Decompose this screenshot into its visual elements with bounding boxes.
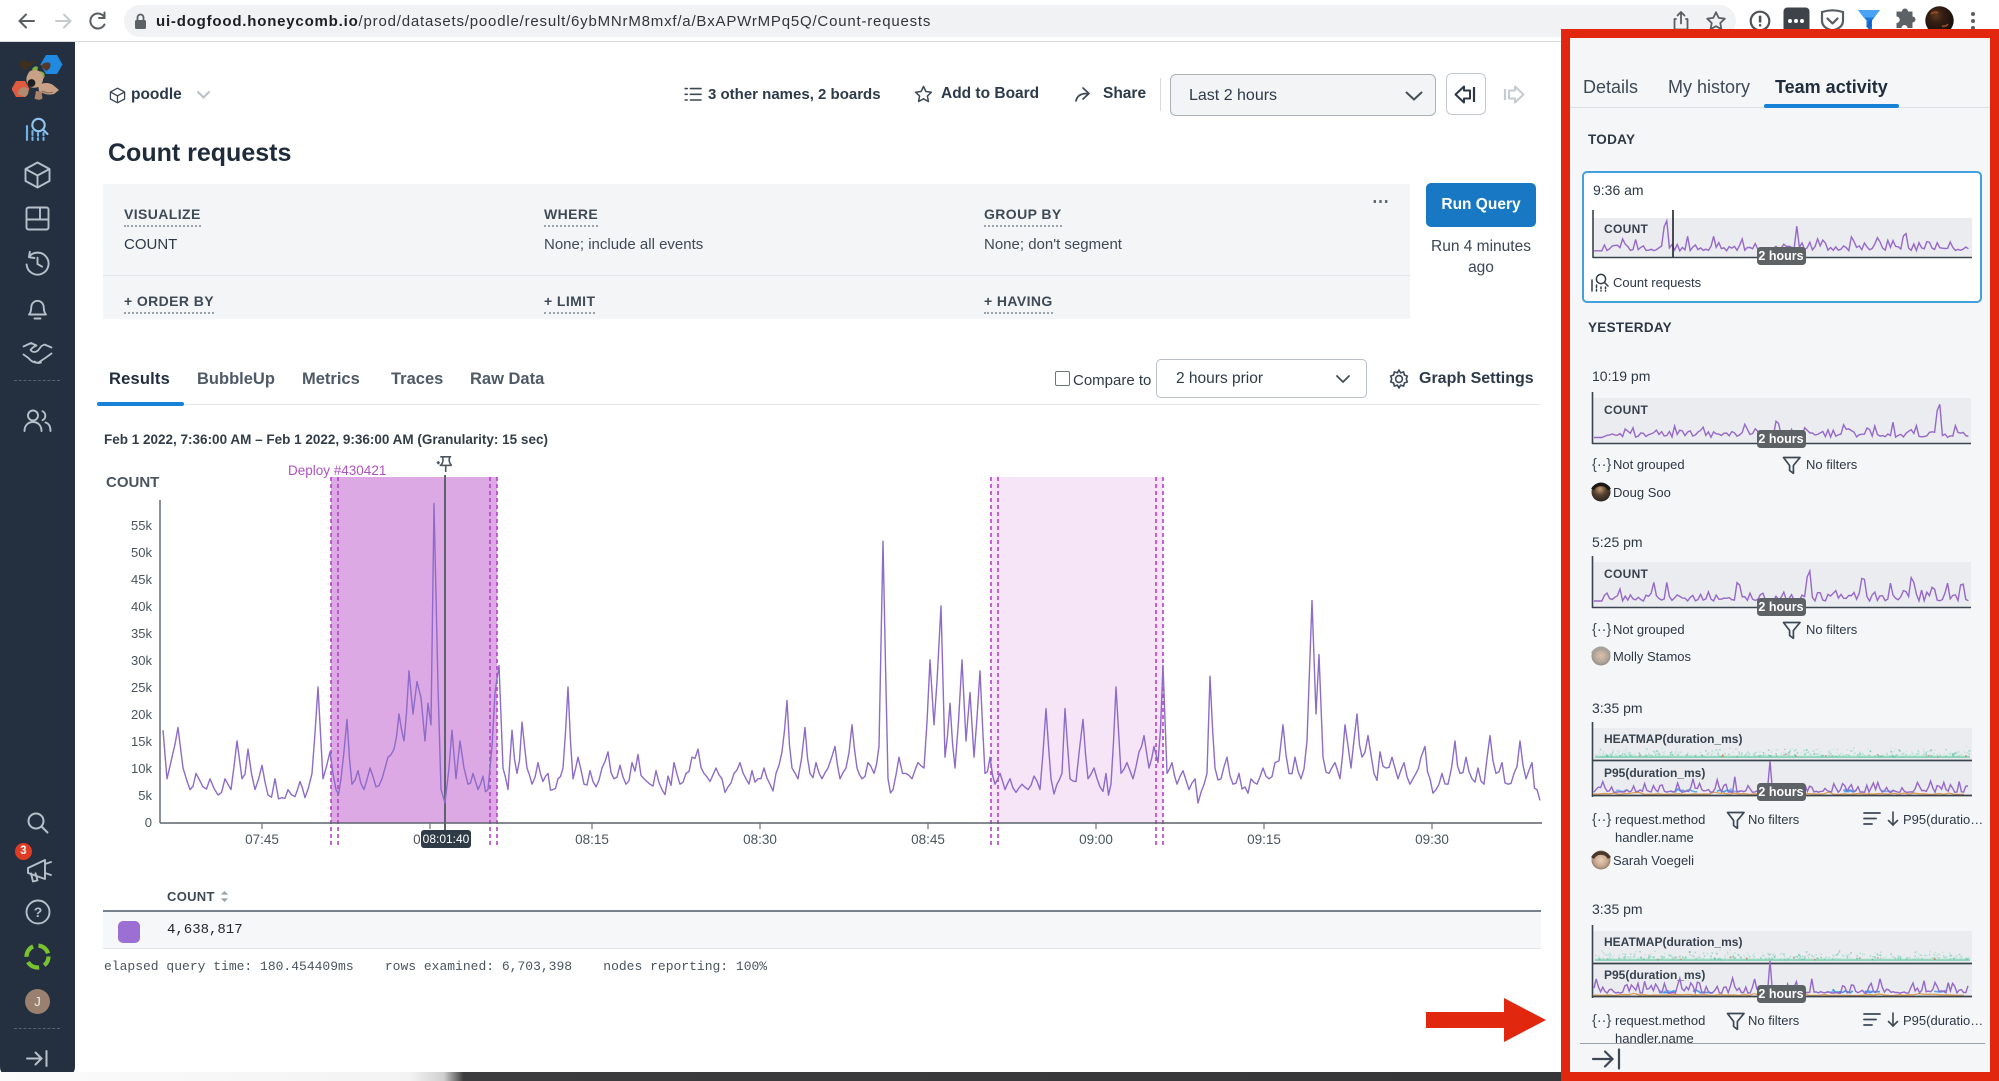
svg-text:5k: 5k [138, 788, 152, 803]
svg-text:15k: 15k [131, 734, 152, 749]
svg-text:35k: 35k [131, 626, 152, 641]
svg-text:50k: 50k [131, 545, 152, 560]
svg-text:?: ? [34, 904, 43, 920]
svg-text:45k: 45k [131, 572, 152, 587]
svg-text:20k: 20k [131, 707, 152, 722]
svg-text:08:30: 08:30 [743, 832, 777, 847]
svg-text:08:00: 08:00 [413, 832, 447, 847]
svg-text:25k: 25k [131, 680, 152, 695]
svg-text:40k: 40k [131, 599, 152, 614]
svg-text:55k: 55k [131, 518, 152, 533]
svg-text:09:30: 09:30 [1415, 832, 1449, 847]
svg-text:09:00: 09:00 [1079, 832, 1113, 847]
svg-text:08:45: 08:45 [911, 832, 945, 847]
svg-text:08:15: 08:15 [575, 832, 609, 847]
svg-text:Deploy #430421: Deploy #430421 [288, 463, 386, 478]
svg-text:10k: 10k [131, 761, 152, 776]
svg-text:09:15: 09:15 [1247, 832, 1281, 847]
svg-text:08:01:40: 08:01:40 [423, 832, 470, 846]
svg-text:0: 0 [145, 815, 152, 830]
svg-text:07:45: 07:45 [245, 832, 279, 847]
svg-text:30k: 30k [131, 653, 152, 668]
